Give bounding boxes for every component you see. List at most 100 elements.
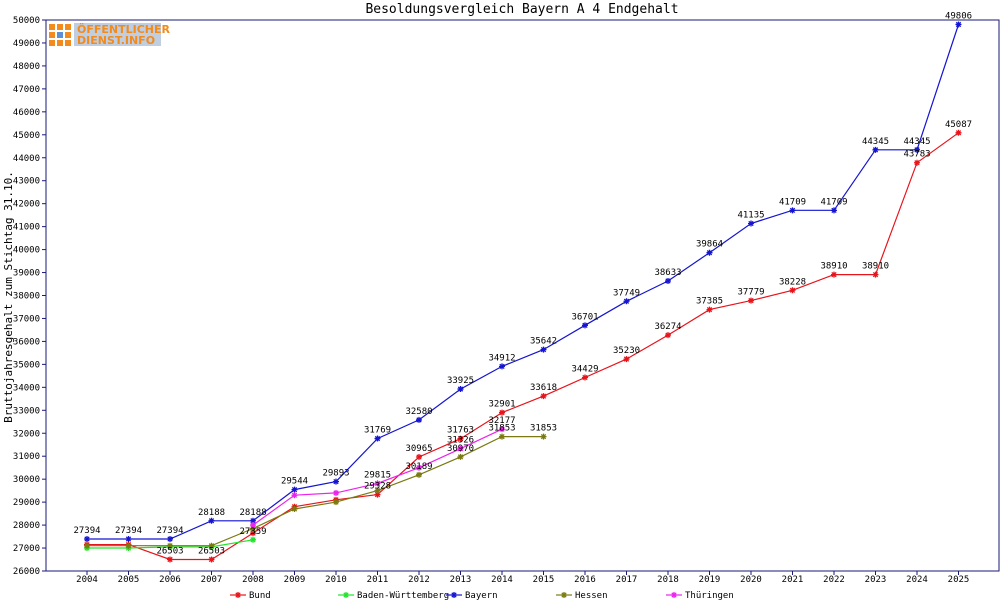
data-label: 28188 — [198, 508, 225, 518]
data-point — [167, 556, 173, 563]
legend: Bund Baden-Württemberg Bayern Hessen Thüring… — [230, 591, 734, 600]
y-tick-label: 32000 — [13, 429, 40, 439]
data-point — [955, 21, 962, 28]
data-point — [499, 363, 505, 370]
data-point — [706, 249, 713, 256]
data-point — [499, 409, 505, 416]
y-tick-label: 42000 — [13, 200, 40, 210]
legend-marker — [671, 592, 677, 598]
series-0 — [84, 129, 962, 563]
data-point — [416, 416, 422, 423]
data-labels: 26503 26503 29328 30965 31763 32901 33618 34429… — [73, 11, 972, 556]
data-label: 37779 — [737, 288, 764, 298]
x-tick-label: 2004 — [76, 575, 98, 585]
data-label: 36701 — [571, 312, 598, 322]
y-tick-label: 43000 — [13, 177, 40, 187]
data-label: 31763 — [447, 426, 474, 436]
legend-marker — [343, 592, 349, 598]
data-label: 32177 — [488, 416, 515, 426]
legend-marker — [451, 592, 457, 598]
data-label: 30189 — [405, 462, 432, 472]
data-label: 31769 — [364, 426, 391, 436]
data-point — [706, 306, 713, 313]
y-tick-label: 45000 — [13, 131, 40, 141]
x-tick-label: 2012 — [408, 575, 430, 585]
y-tick-label: 26000 — [13, 567, 40, 577]
x-axis: 2004 2005 2006 2007 2008 2009 2010 2011 2012 2013… — [76, 571, 969, 585]
x-tick-label: 2013 — [450, 575, 472, 585]
x-tick-label: 2021 — [782, 575, 804, 585]
data-label: 34429 — [571, 364, 598, 374]
data-label: 32580 — [405, 407, 432, 417]
y-tick-label: 37000 — [13, 314, 40, 324]
data-point — [291, 492, 298, 499]
data-point — [582, 374, 588, 381]
data-label: 39864 — [696, 240, 723, 250]
x-tick-label: 2010 — [325, 575, 347, 585]
data-label: 33925 — [447, 376, 474, 386]
y-tick-label: 39000 — [13, 269, 40, 279]
y-tick-label: 47000 — [13, 85, 40, 95]
series-line — [87, 24, 960, 540]
logo-line-2: DIENST.INFO — [77, 34, 155, 47]
data-point — [374, 435, 381, 442]
data-label: 35230 — [613, 346, 640, 356]
data-point — [333, 478, 339, 485]
data-point — [374, 487, 381, 494]
data-point — [416, 454, 422, 461]
data-point — [582, 322, 588, 329]
data-label: 30965 — [405, 444, 432, 454]
data-label: 27359 — [239, 527, 266, 537]
data-point — [540, 393, 547, 400]
data-label: 30970 — [447, 444, 474, 454]
data-point — [167, 535, 173, 542]
data-label: 32901 — [488, 400, 515, 410]
data-point — [665, 332, 671, 339]
data-point — [250, 517, 256, 524]
legend-label: Baden-Württemberg — [357, 591, 449, 600]
plot-frame — [45, 19, 1000, 572]
legend-item: Bund — [230, 591, 271, 600]
data-point — [540, 433, 547, 440]
data-label: 38910 — [820, 262, 847, 272]
x-tick-label: 2015 — [533, 575, 555, 585]
y-tick-label: 50000 — [13, 16, 40, 26]
series-line — [87, 132, 959, 561]
data-label: 27394 — [115, 526, 142, 536]
legend-label: Hessen — [575, 591, 608, 600]
data-label: 28188 — [239, 508, 266, 518]
x-tick-label: 2017 — [616, 575, 638, 585]
data-label: 29815 — [364, 470, 391, 480]
data-point — [499, 433, 505, 440]
series-line — [87, 436, 544, 547]
data-point — [457, 435, 464, 442]
data-point — [748, 297, 754, 304]
data-label: 41135 — [737, 211, 764, 221]
data-point — [540, 346, 547, 353]
series-2 — [84, 21, 962, 542]
data-point — [291, 506, 298, 513]
y-tick-label: 27000 — [13, 544, 40, 554]
data-point — [250, 536, 256, 543]
data-point — [333, 489, 339, 496]
data-point — [416, 471, 422, 478]
data-label: 41709 — [820, 197, 847, 207]
data-label: 44345 — [903, 137, 930, 147]
y-tick-label: 28000 — [13, 521, 40, 531]
series-4 — [250, 426, 505, 529]
data-label: 31326 — [447, 436, 474, 446]
data-label: 35642 — [530, 337, 557, 347]
x-tick-label: 2019 — [699, 575, 721, 585]
x-tick-label: 2018 — [657, 575, 679, 585]
x-tick-label: 2005 — [118, 575, 140, 585]
data-point — [789, 287, 796, 294]
data-point — [831, 271, 837, 278]
data-point — [250, 530, 256, 537]
data-point — [125, 535, 132, 542]
data-point — [208, 517, 215, 524]
data-point — [914, 159, 920, 166]
data-point — [416, 464, 422, 471]
y-tick-label: 34000 — [13, 383, 40, 393]
series-3 — [84, 433, 547, 549]
data-point — [208, 556, 215, 563]
